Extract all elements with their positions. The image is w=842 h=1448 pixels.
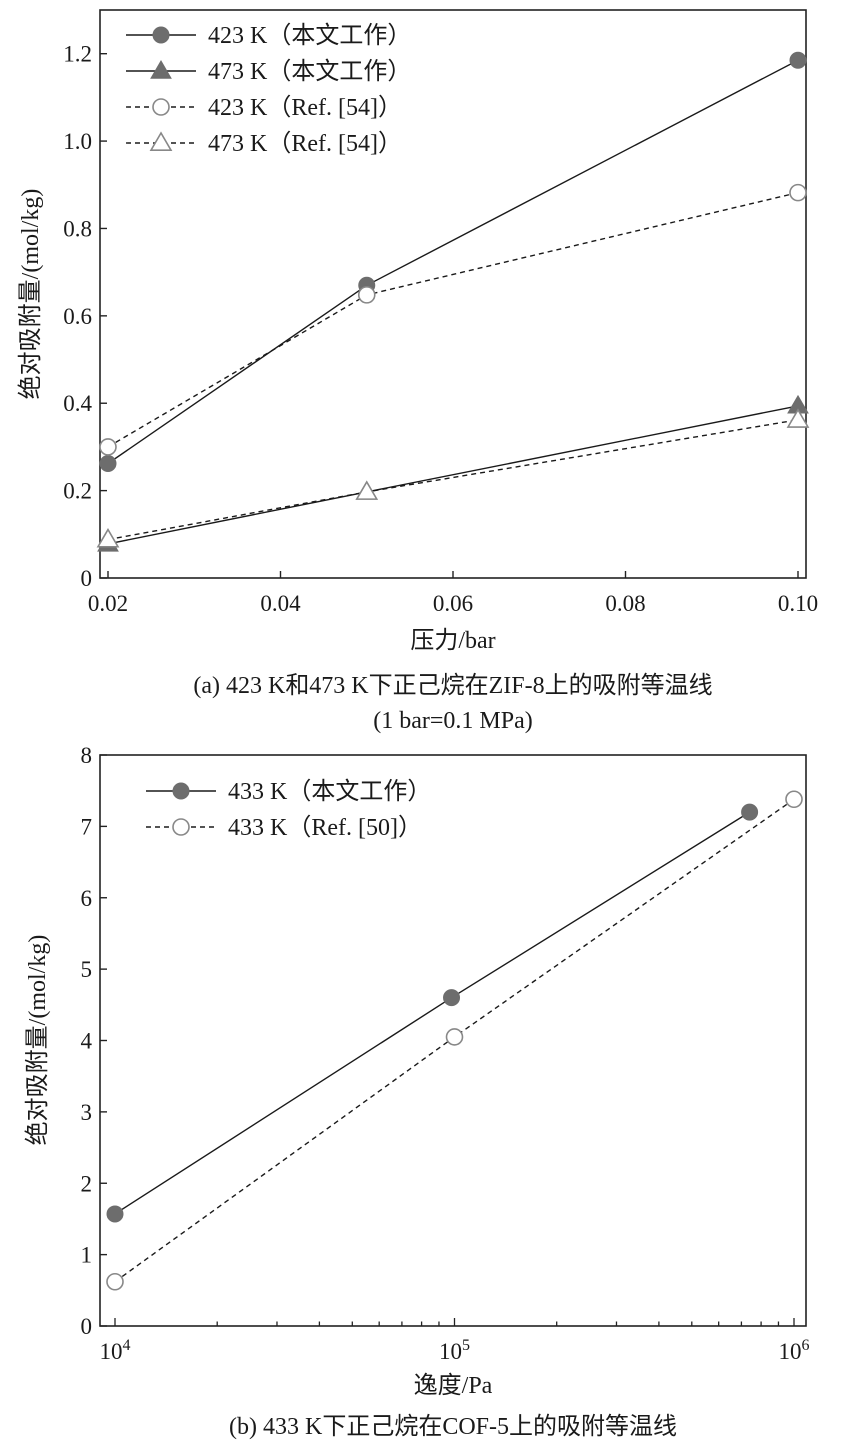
caption-b: (b) 433 K下正己烷在COF-5上的吸附等温线 (229, 1413, 677, 1440)
x-tick-label-a: 0.04 (260, 591, 301, 616)
x-tick-label-b: 104 (100, 1337, 131, 1364)
data-point-a-3 (96, 527, 120, 548)
legend-marker-a-3 (149, 131, 173, 151)
data-point-b-1 (445, 1028, 464, 1046)
y-tick-label-b: 2 (81, 1171, 93, 1196)
x-tick-label-b: 106 (779, 1337, 810, 1364)
series-line-b-0 (114, 811, 750, 1215)
legend-label-a-1: 473 K（本文工作） (208, 58, 411, 85)
y-ticks-a: 0 0.2 0.4 0.6 0.8 1.0 1.2 (63, 42, 107, 591)
y-tick-label-a: 0 (81, 566, 93, 591)
data-point-a-3 (786, 408, 810, 428)
legend-a: 423 K（本文工作） 473 K（本文工作） 423 K（Ref. [54]） 47… (126, 22, 411, 157)
legend-label-a-0: 423 K（本文工作） (208, 22, 411, 49)
legend-label-b-0: 433 K（本文工作） (228, 778, 431, 805)
series-line-a-2 (107, 191, 799, 448)
data-point-b-1 (106, 1272, 124, 1291)
y-ticks-b: 0 1 2 3 4 5 6 7 8 (81, 743, 107, 1339)
data-point-a-3 (355, 480, 379, 500)
panel-a: 0.02 0.04 0.06 0.08 0.10 0 0.2 0.4 0.6 0.8 1.0 1.2… (17, 9, 818, 734)
y-tick-label-a: 1.0 (63, 129, 92, 154)
series-line-a-1 (107, 405, 799, 545)
x-tick-label-b: 105 (439, 1337, 470, 1364)
legend-marker-b-1 (172, 818, 190, 836)
markers-a (96, 51, 810, 552)
plot-frame-a (99, 9, 807, 579)
y-tick-label-b: 4 (81, 1029, 93, 1054)
legend-b: 433 K（本文工作） 433 K（Ref. [50]） (146, 778, 431, 841)
y-tick-label-b: 5 (81, 957, 93, 982)
x-ticks-b: 104 105 106 (100, 1318, 810, 1364)
data-point-a-0 (99, 455, 117, 473)
data-point-a-2 (789, 183, 807, 202)
data-point-b-0 (443, 989, 461, 1007)
y-axis-label-b: 绝对吸附量/(mol/kg) (24, 935, 51, 1146)
panel-b: 104 105 106 0 1 2 3 4 5 6 7 8 逸度/Pa 绝对吸附量/(mol/kg)… (24, 743, 810, 1440)
x-tick-label-a: 0.06 (433, 591, 473, 616)
legend-label-a-3: 473 K（Ref. [54]） (208, 131, 402, 157)
x-axis-label-b: 逸度/Pa (414, 1372, 493, 1399)
markers-b (106, 790, 803, 1291)
series-line-a-3 (107, 419, 799, 541)
y-tick-label-a: 0.4 (63, 391, 92, 416)
caption-a-line1: (a) 423 K和473 K下正己烷在ZIF-8上的吸附等温线 (193, 672, 712, 699)
legend-marker-a-2 (152, 98, 170, 116)
data-point-a-0 (789, 51, 807, 69)
x-tick-label-a: 0.08 (605, 591, 645, 616)
legend-label-b-1: 433 K（Ref. [50]） (228, 815, 422, 841)
y-axis-label-a: 绝对吸附量/(mol/kg) (17, 189, 44, 400)
y-tick-label-b: 3 (81, 1100, 93, 1125)
y-tick-label-a: 0.6 (63, 304, 92, 329)
y-tick-label-b: 8 (81, 743, 93, 768)
x-axis-label-a: 压力/bar (410, 627, 495, 654)
y-tick-label-b: 1 (81, 1243, 93, 1268)
data-point-b-0 (106, 1205, 124, 1223)
y-tick-label-b: 0 (81, 1314, 93, 1339)
y-tick-label-a: 1.2 (63, 42, 92, 67)
x-tick-label-a: 0.10 (778, 591, 818, 616)
x-tick-label-a: 0.02 (88, 591, 128, 616)
caption-a-line2: (1 bar=0.1 MPa) (373, 708, 533, 734)
x-ticks-a: 0.02 0.04 0.06 0.08 0.10 (88, 571, 818, 616)
y-tick-label-a: 0.8 (63, 216, 92, 241)
y-tick-label-b: 6 (81, 886, 93, 911)
y-tick-label-b: 7 (81, 814, 93, 839)
legend-marker-b-0 (172, 782, 190, 800)
data-point-b-0 (741, 803, 759, 821)
data-point-b-1 (785, 790, 803, 809)
legend-marker-a-1 (150, 60, 172, 79)
data-point-a-2 (99, 438, 117, 456)
data-point-a-2 (357, 286, 376, 304)
legend-marker-a-0 (152, 26, 170, 44)
y-tick-label-a: 0.2 (63, 479, 92, 504)
legend-label-a-2: 423 K（Ref. [54]） (208, 95, 402, 121)
